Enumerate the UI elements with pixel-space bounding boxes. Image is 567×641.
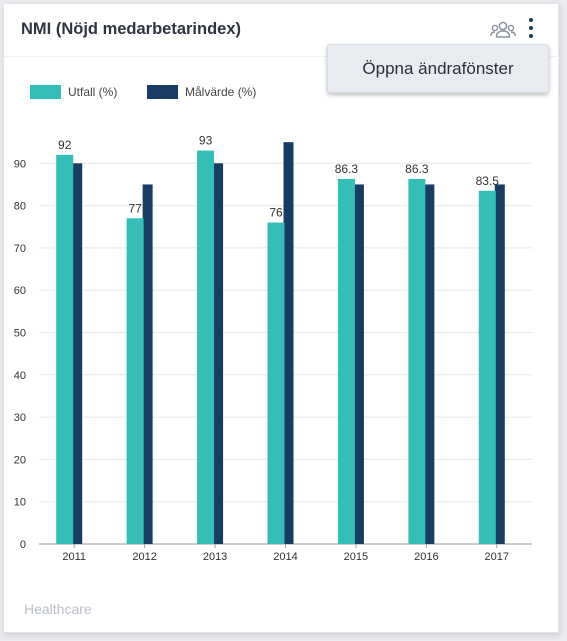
kebab-menu-icon[interactable] bbox=[526, 16, 536, 42]
legend-label-malvarde: Målvärde (%) bbox=[185, 85, 257, 99]
nmi-card: NMI (Nöjd medarbetarindex) Utfall (%) Må… bbox=[3, 3, 559, 633]
x-tick-label: 2014 bbox=[273, 551, 297, 563]
bar-malvarde-2013[interactable] bbox=[213, 163, 224, 545]
legend-swatch-malvarde bbox=[147, 85, 178, 99]
bar-utfall-2011[interactable] bbox=[56, 154, 74, 544]
footer-text: Healthcare bbox=[24, 601, 92, 617]
x-tick-label: 2016 bbox=[414, 551, 438, 563]
y-tick-label: 20 bbox=[14, 454, 26, 466]
people-icon[interactable] bbox=[490, 19, 516, 41]
data-label-utfall: 83.5 bbox=[476, 174, 500, 188]
bar-utfall-2016[interactable] bbox=[408, 178, 426, 545]
bar-malvarde-2016[interactable] bbox=[424, 184, 435, 544]
dropdown-menu: Öppna ändrafönster bbox=[327, 44, 549, 93]
x-tick-label: 2012 bbox=[132, 551, 156, 563]
x-tick-label: 2013 bbox=[203, 551, 227, 563]
data-label-utfall: 76 bbox=[269, 206, 283, 220]
legend-swatch-utfall bbox=[30, 85, 61, 99]
x-tick-label: 2017 bbox=[485, 551, 509, 563]
y-tick-label: 10 bbox=[14, 497, 26, 509]
bar-malvarde-2017[interactable] bbox=[494, 184, 505, 544]
data-label-utfall: 93 bbox=[199, 134, 213, 148]
legend-label-utfall: Utfall (%) bbox=[68, 85, 118, 99]
card-title: NMI (Nöjd medarbetarindex) bbox=[21, 20, 242, 38]
y-tick-label: 70 bbox=[14, 243, 26, 255]
bar-utfall-2017[interactable] bbox=[478, 190, 496, 545]
y-tick-label: 30 bbox=[14, 412, 26, 424]
y-tick-label: 60 bbox=[14, 285, 26, 297]
bar-utfall-2012[interactable] bbox=[126, 218, 144, 545]
y-tick-label: 0 bbox=[20, 539, 26, 551]
card-header: NMI (Nöjd medarbetarindex) bbox=[4, 4, 558, 57]
bar-malvarde-2011[interactable] bbox=[72, 163, 83, 545]
bar-malvarde-2015[interactable] bbox=[353, 184, 364, 544]
bar-chart: 0 10 20 30 40 50 60 70 80 90 2011 92 2012 77 2013 93 201… bbox=[14, 134, 532, 563]
y-tick-label: 80 bbox=[14, 201, 26, 213]
x-tick-label: 2011 bbox=[62, 551, 86, 563]
y-tick-label: 50 bbox=[14, 328, 26, 340]
data-label-utfall: 77 bbox=[128, 201, 142, 215]
y-tick-label: 40 bbox=[14, 370, 26, 382]
bar-utfall-2015[interactable] bbox=[337, 178, 355, 545]
data-label-utfall: 86.3 bbox=[405, 162, 429, 176]
x-tick-label: 2015 bbox=[344, 551, 368, 563]
bar-utfall-2013[interactable] bbox=[197, 150, 215, 545]
bar-malvarde-2014[interactable] bbox=[283, 142, 294, 544]
data-label-utfall: 86.3 bbox=[335, 162, 359, 176]
menu-item-open-edit-window[interactable]: Öppna ändrafönster bbox=[362, 59, 514, 78]
bar-utfall-2014[interactable] bbox=[267, 222, 285, 544]
data-label-utfall: 92 bbox=[58, 138, 72, 152]
y-tick-label: 90 bbox=[14, 158, 26, 170]
bar-malvarde-2012[interactable] bbox=[142, 184, 153, 544]
